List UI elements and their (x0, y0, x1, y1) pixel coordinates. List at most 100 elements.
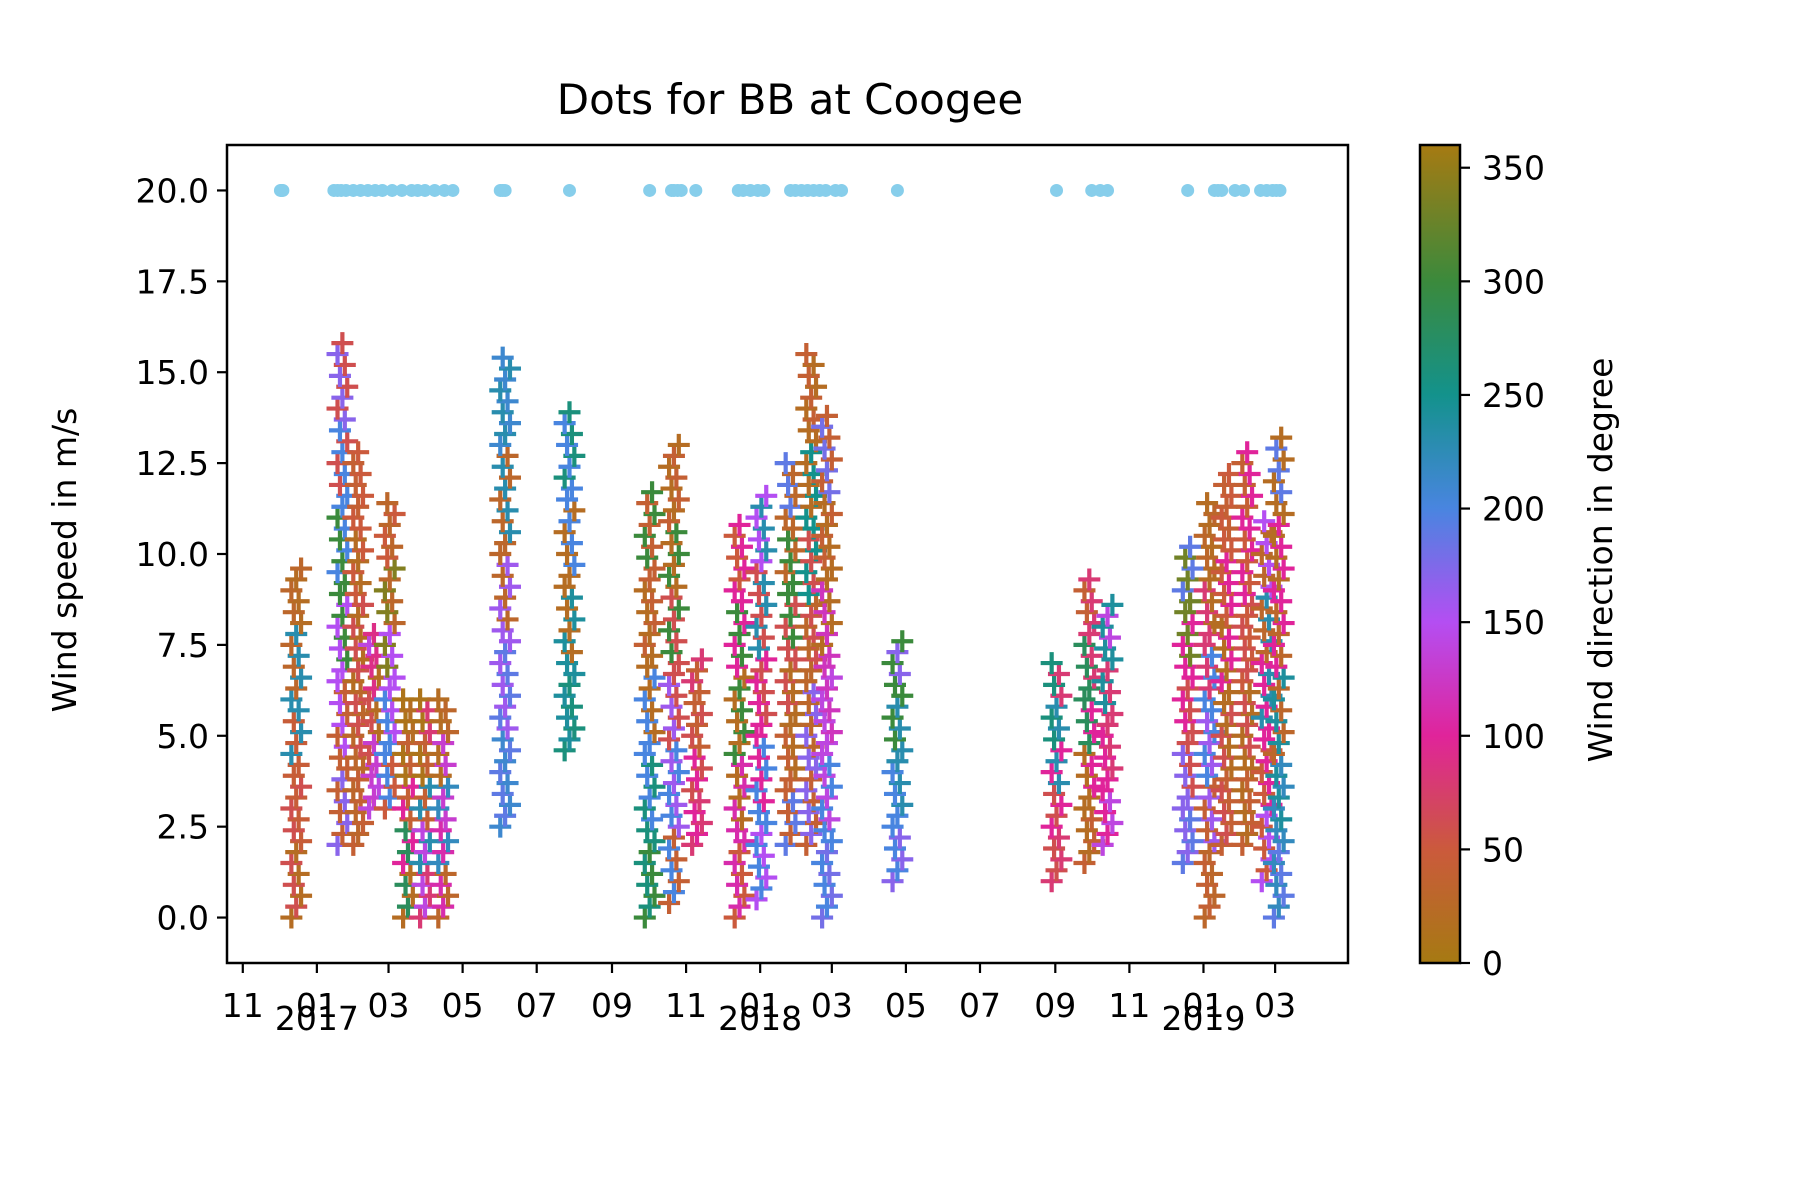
wind-point (723, 633, 746, 656)
wind-point (1262, 906, 1285, 929)
x-tick-label: 01 (1182, 986, 1224, 1025)
wind-point (558, 510, 581, 533)
wind-point (1265, 601, 1288, 624)
wind-point (662, 772, 685, 795)
wind-point (489, 652, 512, 675)
wind-point (779, 495, 802, 518)
wind-point (638, 568, 661, 591)
wind-point (1253, 510, 1276, 533)
wind-point (800, 495, 823, 518)
wind-point (342, 779, 365, 802)
marker-dot (674, 183, 688, 197)
wind-point (494, 586, 517, 609)
wind-cluster (326, 332, 359, 856)
wind-point (553, 630, 576, 653)
wind-point (813, 710, 836, 733)
marker-dot (385, 183, 399, 197)
wind-point (1193, 906, 1216, 929)
colorbar-tick-label: 150 (1482, 603, 1545, 642)
wind-point (347, 713, 370, 736)
wind-point (1231, 833, 1254, 856)
wind-point (658, 892, 681, 915)
wind-point (1215, 713, 1238, 736)
wind-point (779, 822, 802, 845)
wind-point (636, 819, 659, 842)
wind-point (558, 564, 581, 587)
wind-point (1196, 873, 1219, 896)
x-tick-year-label: 2018 (718, 999, 802, 1038)
wind-point (1236, 659, 1259, 682)
wind-point (747, 855, 770, 878)
wind-point (797, 801, 820, 824)
wind-point (429, 873, 452, 896)
wind-point (728, 732, 751, 755)
wind-point (811, 797, 834, 820)
wind-point (660, 695, 683, 718)
wind-point (1078, 841, 1101, 864)
wind-point (1198, 513, 1221, 536)
wind-point (344, 801, 367, 824)
wind-point (1265, 546, 1288, 569)
wind-point (777, 637, 800, 660)
wind-point (636, 546, 659, 569)
x-tick-label: 03 (1254, 986, 1296, 1025)
wind-point (285, 568, 308, 591)
wind-point (376, 492, 399, 515)
wind-point (1231, 452, 1254, 475)
wind-point (686, 822, 709, 845)
wind-point (815, 404, 838, 427)
wind-point (1236, 604, 1259, 627)
wind-point (1213, 692, 1236, 715)
chart-title: Dots for BB at Coogee (557, 75, 1023, 124)
wind-point (494, 423, 517, 446)
wind-point (641, 481, 664, 504)
wind-point (432, 895, 455, 918)
wind-point (662, 662, 685, 685)
wind-point (1236, 768, 1259, 791)
wind-point (1213, 801, 1236, 824)
wind-point (1045, 750, 1068, 773)
wind-point (1253, 619, 1276, 642)
wind-point (1196, 710, 1219, 733)
wind-point (881, 706, 904, 729)
wind-point (1233, 582, 1256, 605)
wind-point (489, 815, 512, 838)
wind-point (1040, 870, 1063, 893)
wind-point (1094, 746, 1117, 769)
wind-point (750, 822, 773, 845)
wind-point (881, 870, 904, 893)
wind-point (777, 801, 800, 824)
wind-point (285, 622, 308, 645)
wind-point (747, 692, 770, 715)
wind-point (328, 364, 351, 387)
wind-point (728, 568, 751, 591)
wind-point (638, 677, 661, 700)
wind-point (1262, 470, 1285, 493)
wind-point (1193, 633, 1216, 656)
wind-point (800, 713, 823, 736)
wind-point (1091, 615, 1114, 638)
wind-point (797, 637, 820, 660)
wind-point (1217, 463, 1240, 486)
wind-point (815, 677, 838, 700)
marker-dot (819, 183, 833, 197)
x-tick-label: 11 (665, 986, 707, 1025)
wind-point (636, 601, 659, 624)
marker-dot (418, 183, 432, 197)
wind-point (1210, 670, 1233, 693)
wind-point (1215, 604, 1238, 627)
wind-point (280, 633, 303, 656)
wind-point (1215, 659, 1238, 682)
wind-point (636, 764, 659, 787)
wind-point (1176, 786, 1199, 809)
wind-point (489, 433, 512, 456)
wind-point (723, 797, 746, 820)
wind-point (1231, 561, 1254, 584)
wind-point (683, 692, 706, 715)
x-tick-label: 09 (591, 986, 633, 1025)
wind-point (1236, 713, 1259, 736)
wind-point (1253, 673, 1276, 696)
wind-point (1073, 633, 1096, 656)
wind-point (376, 601, 399, 624)
wind-point (633, 633, 656, 656)
